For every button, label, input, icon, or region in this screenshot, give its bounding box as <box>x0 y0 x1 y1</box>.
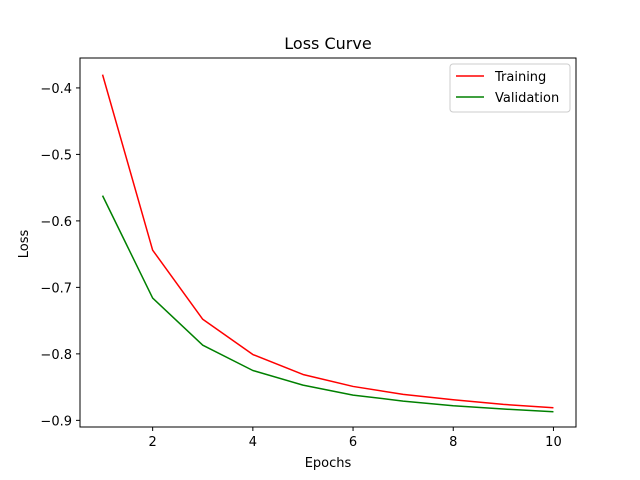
series-line-validation <box>101 195 554 413</box>
x-tick-label: 10 <box>545 435 562 450</box>
chart-title: Loss Curve <box>284 34 371 53</box>
y-tick-label: −0.7 <box>40 281 72 296</box>
y-tick-label: −0.6 <box>40 215 72 230</box>
x-tick-label: 2 <box>149 435 157 450</box>
series-layer <box>101 74 554 413</box>
y-axis-label: Loss <box>17 230 32 259</box>
y-tick-label: −0.5 <box>40 148 72 163</box>
y-tick-label: −0.4 <box>40 82 72 97</box>
y-axis-ticks: −0.4 −0.5 −0.6 −0.7 −0.8 −0.9 <box>40 82 80 429</box>
legend-label-training: Training <box>494 70 546 85</box>
x-tick-label: 4 <box>249 435 257 450</box>
legend-label-validation: Validation <box>495 91 559 106</box>
series-line-training <box>101 74 554 409</box>
plot-frame <box>79 57 577 428</box>
x-axis-ticks: 2 4 6 8 10 <box>149 427 562 450</box>
y-tick-label: −0.8 <box>40 348 72 363</box>
x-tick-label: 8 <box>449 435 457 450</box>
legend: Training Validation <box>449 63 571 113</box>
x-axis-label: Epochs <box>305 456 352 471</box>
y-tick-label: −0.9 <box>40 414 72 429</box>
x-tick-label: 6 <box>349 435 357 450</box>
